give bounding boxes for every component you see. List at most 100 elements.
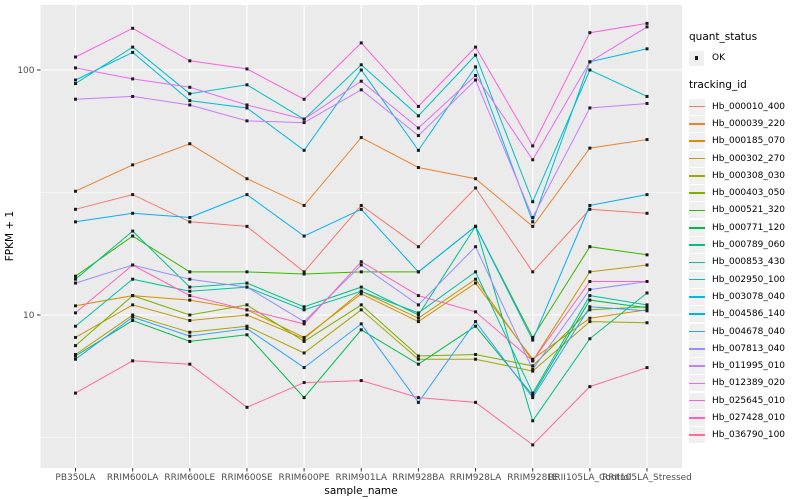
legend-line-icon xyxy=(689,365,705,367)
data-point xyxy=(531,224,535,228)
data-point xyxy=(588,106,592,110)
data-points xyxy=(74,21,649,447)
data-point xyxy=(302,234,306,238)
data-point xyxy=(245,281,249,285)
data-point xyxy=(474,324,478,328)
data-point xyxy=(474,224,478,228)
data-point xyxy=(245,119,249,123)
data-point xyxy=(359,379,363,383)
data-point xyxy=(588,146,592,150)
data-point xyxy=(645,193,649,197)
legend-line-icon xyxy=(689,261,705,264)
x-tick-label: RRIM600SE xyxy=(221,473,273,483)
data-point xyxy=(645,309,649,313)
data-point xyxy=(359,79,363,83)
legend-item: Hb_000302_270 xyxy=(689,150,800,167)
data-point xyxy=(188,318,192,322)
legend-line-icon xyxy=(689,140,705,143)
data-point xyxy=(416,354,420,358)
data-point xyxy=(359,322,363,326)
x-tick-label: RRIM928LA xyxy=(450,473,502,483)
data-point xyxy=(531,369,535,373)
legend-line-icon xyxy=(689,209,705,212)
data-point xyxy=(474,45,478,49)
data-point xyxy=(531,364,535,368)
data-point xyxy=(359,292,363,296)
data-point xyxy=(645,280,649,284)
legend-item: Hb_000771_120 xyxy=(689,219,800,236)
data-point xyxy=(302,272,306,276)
data-point xyxy=(588,337,592,341)
data-point xyxy=(645,366,649,370)
data-point xyxy=(245,333,249,337)
data-point xyxy=(474,310,478,314)
legend-swatch xyxy=(689,340,705,357)
data-point xyxy=(474,78,478,82)
data-point xyxy=(588,280,592,284)
data-point xyxy=(359,328,363,332)
data-point xyxy=(474,245,478,249)
data-point xyxy=(588,31,592,35)
legend-item: Hb_011995_010 xyxy=(689,357,800,375)
data-point xyxy=(131,263,135,267)
data-point xyxy=(131,50,135,54)
data-point xyxy=(359,136,363,140)
data-point xyxy=(359,260,363,264)
data-point xyxy=(416,313,420,317)
data-point xyxy=(74,189,77,193)
legend-swatch xyxy=(689,288,705,305)
x-axis-title: sample_name xyxy=(324,485,397,497)
data-point xyxy=(645,94,649,98)
data-point xyxy=(131,211,135,215)
data-point xyxy=(474,53,478,57)
data-point xyxy=(474,73,478,77)
legend-tracking-id-title: tracking_id xyxy=(689,79,747,91)
data-point xyxy=(588,294,592,298)
data-point xyxy=(188,330,192,334)
data-point xyxy=(645,291,649,295)
data-point xyxy=(416,396,420,400)
data-point xyxy=(359,285,363,289)
data-point xyxy=(74,277,77,281)
x-tick-label: RRIM600PE xyxy=(278,473,330,483)
data-point xyxy=(131,277,135,281)
legend-item-label: Hb_036790_100 xyxy=(712,430,786,441)
legend-item-label: Hb_004678_040 xyxy=(712,326,786,337)
data-point xyxy=(131,234,135,238)
legend-quant-status-label: OK xyxy=(712,53,725,63)
data-point xyxy=(474,177,478,181)
legend-item-label: Hb_000771_120 xyxy=(712,222,786,233)
data-point xyxy=(245,103,249,107)
data-point xyxy=(416,320,420,324)
legend-swatch xyxy=(689,271,705,288)
data-point xyxy=(416,303,420,307)
data-point xyxy=(645,253,649,257)
legend-item-label: Hb_000521_320 xyxy=(712,205,786,216)
data-point xyxy=(245,405,249,409)
data-point xyxy=(302,270,306,274)
data-point xyxy=(131,193,135,197)
data-point xyxy=(416,134,420,138)
legend-quant-status-title: quant_status xyxy=(689,31,758,43)
legend-item: Hb_003078_040 xyxy=(689,288,800,305)
data-point xyxy=(588,68,592,72)
legend-swatch xyxy=(689,133,705,150)
data-point xyxy=(74,324,77,328)
y-tick-label: 100 xyxy=(17,66,34,76)
legend-item-label: Hb_000010_400 xyxy=(712,101,786,112)
legend-item: Hb_000403_050 xyxy=(689,184,800,202)
data-point xyxy=(531,359,535,363)
data-point xyxy=(188,142,192,146)
data-point xyxy=(131,294,135,298)
data-point xyxy=(302,305,306,309)
data-point xyxy=(74,344,77,348)
data-point xyxy=(188,313,192,317)
data-point xyxy=(416,270,420,274)
y-axis-title: FPKM + 1 xyxy=(4,211,16,261)
legend-line-icon xyxy=(689,434,705,437)
data-point xyxy=(74,78,77,82)
data-point xyxy=(416,400,420,404)
data-point xyxy=(188,277,192,281)
data-point xyxy=(474,352,478,356)
